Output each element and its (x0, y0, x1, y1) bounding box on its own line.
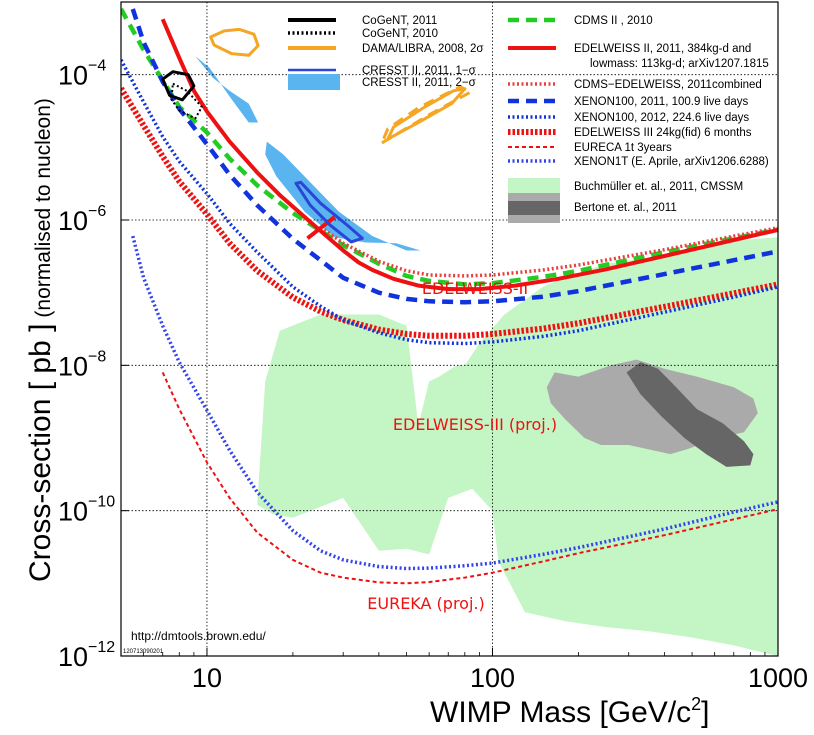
legend-label-dama-libra-2008-2: DAMA/LIBRA, 2008, 2σ (362, 43, 484, 55)
legend-label-cresst-ii-2011-1: CRESST II, 2011, 1−σ (362, 65, 476, 77)
series-cogent2011-line (161, 70, 196, 102)
filled-regions (195, 56, 778, 656)
legend-label-edelweiss-ii-2011-384kg-d-and-line2: lowmass: 113kg-d; arXiv1207.1815 (590, 58, 769, 70)
plot-frame (120, 1, 779, 657)
legend-label-eureca-1t-3years: EURECA 1t 3years (574, 142, 672, 154)
series-buchmuller-region (257, 237, 778, 656)
series-cresst2-region (265, 141, 421, 251)
y-tick-label: 10−6 (58, 203, 106, 236)
legend-swatch-bertone-et-al-2011 (508, 201, 560, 215)
series-dama-high-dash-line (380, 85, 473, 145)
legend-label-xenon100-2011-100-9-live-days: XENON100, 2011, 100.9 live days (574, 96, 749, 108)
legend-label-cdms-edelweiss-2011combined: CDMS−EDELWEISS, 2011combined (574, 79, 762, 91)
legend-label-xenon100-2012-224-6-live-days: XENON100, 2012, 224.6 live days (574, 112, 749, 124)
x-axis-title: WIMP Mass [GeV/c2] (430, 694, 710, 729)
annotation-edelweiss-ii: EDELWEISS-II (422, 279, 528, 298)
legend-swatch-buchm-ller-et-al-2011-cmssm (508, 178, 560, 194)
series-cdms2010-line (121, 7, 778, 287)
y-tick-label: 10−12 (58, 639, 115, 672)
y-tick-label: 10−4 (58, 58, 106, 91)
series-xenon1t-line (131, 235, 778, 571)
annotation-edelweiss-iii-proj: EDELWEISS-III (proj.) (393, 415, 557, 434)
legend-label-cdms-ii-2010: CDMS II , 2010 (574, 15, 653, 27)
plot-stamp: 120713090201 (123, 649, 164, 655)
annotations: EDELWEISS-II EDELWEISS-III (proj.) EUREKA … (367, 279, 557, 613)
series-cresst2-low-region (195, 56, 259, 123)
series-dama-high-line (386, 87, 467, 141)
series-cdms-edelweiss-line (319, 225, 778, 278)
legend-label-edelweiss-ii-2011-384kg-d-and: EDELWEISS II, 2011, 384kg-d and (574, 43, 751, 55)
x-tick-label-1000: 1000 (748, 663, 808, 693)
legend-label-cresst-ii-2011-2: CRESST II, 2011, 2−σ (362, 77, 476, 89)
series-cogent2010-line (170, 82, 203, 120)
series-edelweiss2-line (160, 18, 778, 292)
y-tick-label: 10−10 (58, 494, 115, 527)
series-xenon100-2011-line (130, 8, 778, 305)
annotation-eureka-proj: EUREKA (proj.) (367, 594, 484, 613)
y-axis-title: Cross-section [ pb ](normalised to nucle… (24, 98, 57, 582)
legend-label-cogent-2010: CoGeNT, 2010 (362, 28, 438, 40)
source-credit: http://dmtools.brown.edu/ (131, 629, 266, 643)
legend-label-buchm-ller-et-al-2011-cmssm: Buchmüller et. al., 2011, CMSSM (574, 181, 743, 193)
y-tick-label: 10−8 (58, 348, 106, 381)
x-tick-label-10: 10 (192, 663, 222, 693)
axis-ticks: 10 100 1000 10−4 10−6 10−8 10−10 10−12 (58, 58, 808, 693)
series-eureca-line (161, 371, 778, 585)
legend-label-edelweiss-iii-24kg-fid-6-months: EDELWEISS III 24kg(fid) 6 months (574, 127, 752, 139)
x-tick-label-100: 100 (470, 663, 515, 693)
limit-curves (121, 7, 778, 585)
legend-label-bertone-et-al-2011: Bertone et. al., 2011 (574, 202, 677, 214)
legend-swatch-cresst-ii-2011-2 (288, 74, 340, 90)
series-dama-line (209, 27, 260, 57)
legend-label-cogent-2011: CoGeNT, 2011 (362, 15, 437, 27)
series-bertone-dark-region (626, 362, 754, 467)
legend-label-xenon1t-e-aprile-arxiv1206-6288: XENON1T (E. Aprile, arXiv1206.6288) (574, 156, 769, 168)
series-xenon100-2012-line (121, 58, 778, 346)
series-cresst1-line (294, 180, 364, 244)
series-edelweiss2-cross-line (306, 215, 336, 240)
